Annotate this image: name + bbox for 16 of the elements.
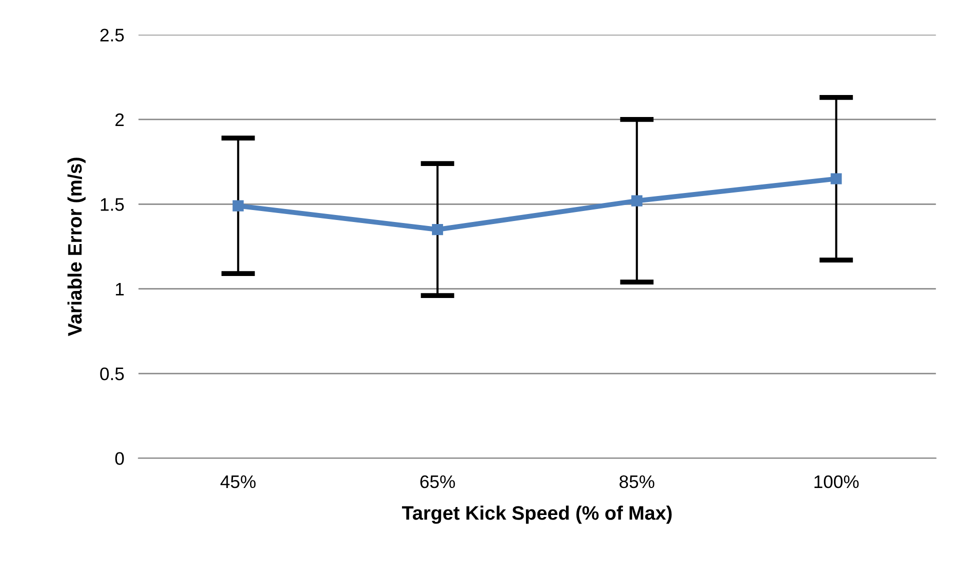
x-tick-label: 65% (420, 475, 455, 488)
point (232, 200, 244, 212)
x-tick-label: 45% (220, 475, 256, 488)
point (631, 195, 642, 206)
y-tick-label: 0 (115, 452, 124, 465)
y-tick-label: 2.5 (100, 28, 124, 42)
x-tick-label: 100% (814, 475, 859, 488)
y-tick-label: 2 (115, 113, 124, 126)
y-tick-label: 1 (116, 282, 124, 296)
point (432, 224, 444, 236)
y-tick-label: 1.5 (100, 198, 124, 211)
y-axis-title: Variable Error (m/s) (67, 158, 86, 336)
point (830, 173, 842, 184)
x-tick-label: 85% (620, 475, 654, 488)
y-tick-label: 0.5 (100, 367, 124, 380)
x-axis-title: Target Kick Speed (% of Max) (402, 506, 672, 524)
